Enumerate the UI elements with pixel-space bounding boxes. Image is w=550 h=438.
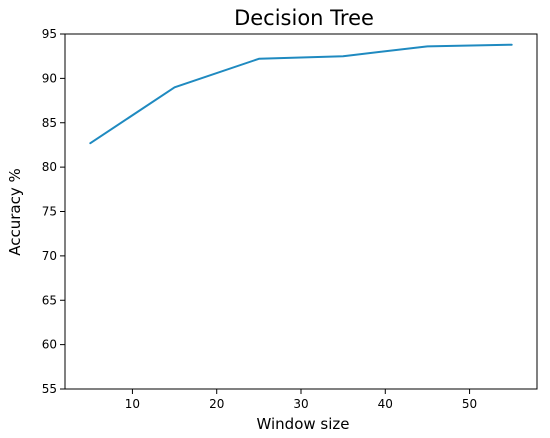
plot-frame bbox=[64, 33, 538, 390]
y-axis-label: Accuracy % bbox=[6, 168, 24, 256]
y-tick-label: 90 bbox=[42, 71, 57, 85]
series-line bbox=[89, 43, 513, 145]
y-tick-label: 75 bbox=[42, 205, 57, 219]
series-layer bbox=[89, 43, 513, 145]
chart-title: Decision Tree bbox=[234, 6, 374, 30]
x-tick-label: 20 bbox=[209, 397, 224, 411]
y-tick-label: 70 bbox=[42, 249, 57, 263]
y-tick-label: 85 bbox=[42, 116, 57, 130]
y-axis: 55 60 65 70 75 80 85 90 95 bbox=[42, 27, 65, 396]
x-tick-label: 10 bbox=[125, 397, 140, 411]
plot-area: 10 20 30 40 50 55 60 65 70 75 80 85 90 95 bbox=[42, 27, 538, 411]
x-axis-label: Window size bbox=[257, 415, 350, 433]
x-tick-label: 40 bbox=[378, 397, 393, 411]
x-tick-label: 30 bbox=[293, 397, 308, 411]
y-tick-label: 60 bbox=[42, 338, 57, 352]
y-tick-label: 80 bbox=[42, 160, 57, 174]
y-tick-label: 65 bbox=[42, 293, 57, 307]
y-tick-label: 55 bbox=[42, 382, 57, 396]
x-tick-label: 50 bbox=[462, 397, 477, 411]
y-tick-label: 95 bbox=[42, 27, 57, 41]
x-axis: 10 20 30 40 50 bbox=[125, 389, 477, 411]
